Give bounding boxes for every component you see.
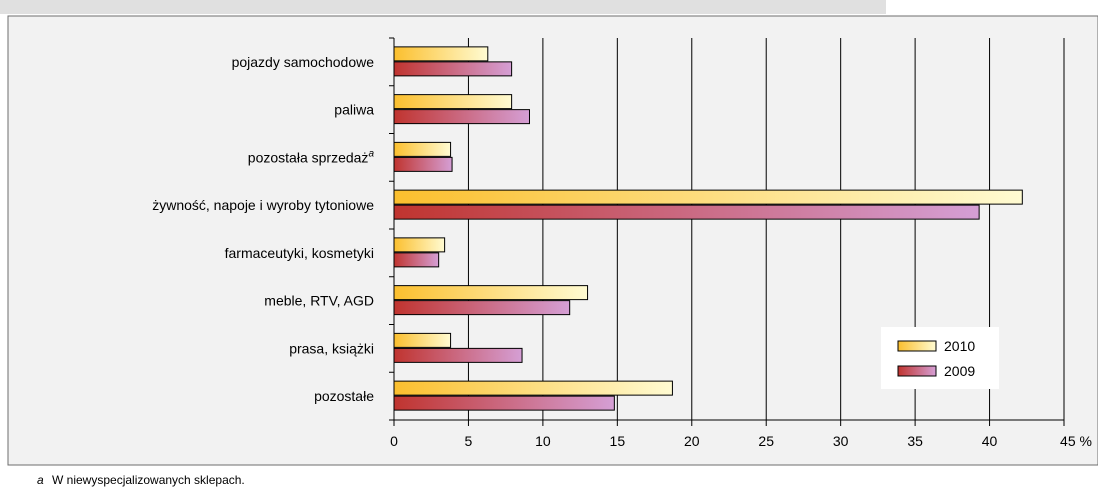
legend-box: [881, 327, 999, 389]
x-tick-label: 30: [833, 433, 849, 449]
x-tick-label: 35: [907, 433, 923, 449]
x-tick-label: 0: [390, 433, 398, 449]
category-label: farmaceutyki, kosmetyki: [225, 245, 374, 261]
bar-2009-6: [393, 347, 523, 363]
legend-label: 2010: [944, 338, 975, 354]
bar-2010-0: [393, 46, 489, 62]
bar-2010-6: [393, 332, 452, 348]
bar-2010-7: [393, 380, 673, 396]
bar-2009-2: [393, 156, 453, 172]
bar-2010-5: [393, 285, 589, 301]
x-tick-label: 20: [684, 433, 700, 449]
header-band: [0, 0, 886, 14]
x-tick-label: 5: [465, 433, 473, 449]
bar-2010-2: [393, 141, 452, 157]
legend: 2010 2009: [881, 327, 999, 389]
category-label: meble, RTV, AGD: [264, 293, 374, 309]
x-tick-label: 40: [982, 433, 998, 449]
bar-2010-1: [393, 94, 513, 110]
category-label: paliwa: [334, 102, 374, 118]
legend-label: 2009: [944, 363, 975, 379]
category-label: pojazdy samochodowe: [232, 54, 375, 70]
category-label: pozostałe: [314, 388, 374, 404]
x-tick-label: 25: [758, 433, 774, 449]
footnote-marker: a: [37, 473, 44, 487]
legend-swatch-2010: [897, 340, 937, 352]
bar-2010-4: [393, 237, 446, 253]
category-label: pozostała sprzedaża: [248, 148, 375, 165]
bar-2009-7: [393, 395, 615, 411]
bar-2009-4: [393, 252, 440, 268]
x-tick-label: 10: [535, 433, 551, 449]
bar-2009-3: [393, 204, 980, 220]
x-tick-label: 45 %: [1060, 433, 1092, 449]
category-label: prasa, książki: [289, 340, 374, 356]
x-tick-label: 15: [610, 433, 626, 449]
footnote-text: W niewyspecjalizowanych sklepach.: [52, 473, 245, 487]
bar-2009-5: [393, 300, 571, 316]
category-superscript: a: [368, 148, 374, 159]
bar-2010-3: [393, 189, 1023, 205]
legend-swatch-2009: [897, 365, 937, 377]
bar-2009-0: [393, 61, 513, 77]
category-label: żywność, napoje i wyroby tytoniowe: [152, 197, 374, 213]
bar-2009-1: [393, 109, 530, 125]
